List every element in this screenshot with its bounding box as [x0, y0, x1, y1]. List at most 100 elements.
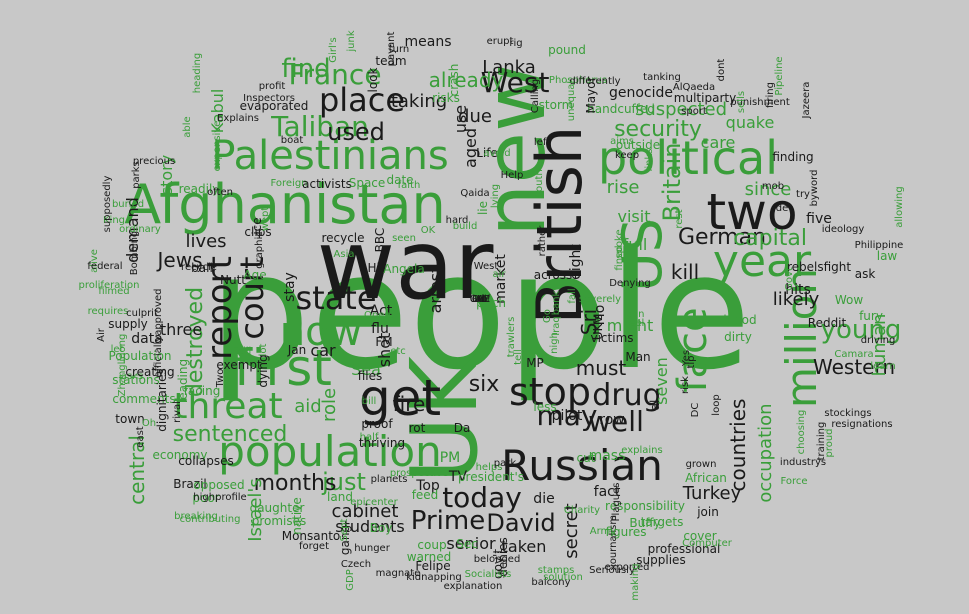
word-taking: taking — [390, 91, 448, 112]
word-supposedly: supposedly — [102, 175, 113, 233]
word-david: David — [486, 509, 556, 537]
word-less: less — [533, 400, 557, 414]
word-professional: professional — [647, 542, 721, 556]
word-solution: solution — [543, 572, 583, 583]
word-cover: cover — [683, 529, 717, 543]
word-already: already — [428, 68, 504, 92]
word-jazeera: Jazeera — [801, 81, 812, 119]
word-handcuffed: handcuffed — [587, 102, 655, 116]
word-severely: severely — [578, 294, 622, 305]
word-pound: pound — [548, 43, 586, 57]
word-inspectors: Inspectors — [243, 93, 295, 104]
word-bank: bank — [551, 290, 562, 316]
word-hunger: hunger — [354, 543, 390, 554]
word-lives: lives — [185, 231, 227, 252]
word-genocide: genocide — [608, 85, 674, 101]
word-allowing: allowing — [894, 186, 905, 228]
word-phosphorus: Phosphorus — [548, 75, 608, 86]
word-just: just — [322, 468, 366, 496]
word-sentenced: sentenced — [172, 422, 288, 447]
word-quake: quake — [725, 113, 775, 132]
word-senior: senior — [446, 534, 496, 553]
word-monsanto: Monsanto — [281, 529, 341, 543]
word-dirty: dirty — [724, 330, 752, 344]
word-foreign: Foreign — [270, 178, 308, 189]
word-blood: blood — [723, 313, 757, 327]
word-may: may — [536, 399, 598, 432]
word-multiparty: multiparty — [673, 91, 737, 105]
word-fall: fall — [567, 288, 578, 304]
word-west: West — [480, 66, 550, 99]
word-daughter: daughter — [249, 501, 305, 515]
word-planets: planets — [370, 474, 408, 485]
word-find: find — [281, 54, 331, 84]
word-requires: requires — [87, 306, 129, 317]
word-creating: creating — [125, 365, 175, 379]
word-west: West — [473, 261, 499, 272]
word-exempt: exempt — [216, 358, 262, 372]
word-join: join — [697, 505, 719, 519]
word-stations: stations — [112, 373, 160, 387]
word-making: making — [630, 563, 641, 601]
word-oh: Oh — [141, 418, 157, 429]
word-youth: Youth — [534, 169, 545, 197]
word-dc: DC — [690, 402, 701, 418]
word-flu: flu — [371, 321, 389, 337]
word-poor: poor — [192, 491, 220, 505]
word-etc: etc — [390, 346, 406, 357]
word-uae: UAE — [469, 294, 491, 305]
word-camara: Camara — [834, 349, 874, 360]
word-mob: mob — [761, 181, 785, 192]
word-might: might — [606, 316, 654, 335]
word-german: German — [677, 225, 767, 250]
word-mo: Mo — [592, 304, 608, 326]
word-life: Life — [476, 146, 498, 160]
word-cut: cut — [576, 451, 596, 465]
word-well: well — [588, 405, 644, 438]
word-stamps: stamps — [537, 565, 575, 576]
word-die: die — [533, 491, 555, 507]
word-responsibility: responsibility — [605, 499, 685, 513]
word-training: training — [816, 421, 827, 461]
word-due: due — [458, 106, 492, 127]
word-lanka: Lanka — [482, 57, 536, 78]
word-choosing: choosing — [796, 409, 807, 455]
word-space: Space — [348, 176, 386, 190]
word-president-s: president's — [457, 470, 525, 484]
word-payant: payant — [386, 31, 397, 67]
word-prospective: prospective — [389, 468, 449, 479]
word-fact: fact — [593, 484, 621, 500]
word-magnate: magnate — [375, 568, 421, 579]
word-able: able — [182, 116, 193, 138]
word-recycle: recycle — [321, 231, 365, 245]
word-stay: stay — [282, 272, 298, 302]
word-alqaeda: AlQaeda — [672, 82, 716, 93]
word-sec: Sec — [456, 537, 478, 551]
word-pipeline: Pipeline — [774, 56, 785, 96]
word-files: files — [357, 369, 383, 383]
word-african: African — [685, 471, 727, 485]
word-learn: learn — [870, 361, 896, 372]
word-young: young — [820, 315, 902, 345]
word-felipe: Felipe — [415, 559, 451, 573]
word-population: Population — [108, 349, 172, 363]
word-calling: Calling — [530, 78, 541, 114]
word-taliban: Taliban — [271, 110, 369, 143]
word-care: care — [700, 133, 736, 152]
word-suspected: suspected — [634, 99, 728, 120]
word-visit: visit — [617, 207, 651, 226]
word-jan: Jan — [287, 343, 307, 357]
word-pitch: pitch — [476, 296, 506, 310]
word-da: Da — [453, 421, 471, 435]
word-bbc: BBC — [373, 227, 387, 253]
word-fined: fined — [614, 245, 625, 271]
word-hard: hard — [445, 215, 469, 226]
word-means: means — [404, 34, 452, 50]
word-highprofile: highprofile — [193, 492, 247, 503]
word-explains: Explains — [217, 113, 259, 124]
word-across: across — [533, 268, 573, 282]
word-computer: Computer — [682, 538, 732, 549]
word-fm: FM — [375, 335, 393, 349]
word-first: first — [234, 339, 332, 397]
word-top: Top — [416, 478, 440, 494]
